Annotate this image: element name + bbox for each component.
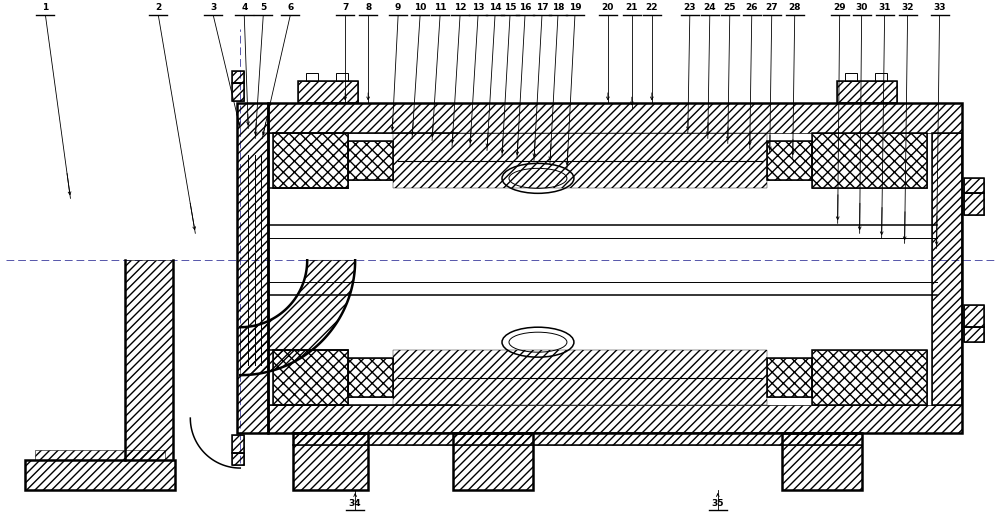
Bar bbox=[393, 350, 767, 405]
Text: 12: 12 bbox=[454, 3, 466, 11]
Text: 17: 17 bbox=[536, 3, 548, 11]
Text: 16: 16 bbox=[519, 3, 531, 11]
Bar bbox=[268, 104, 962, 433]
Bar bbox=[293, 433, 368, 490]
Text: 28: 28 bbox=[788, 3, 801, 11]
Bar bbox=[273, 350, 348, 405]
Bar bbox=[348, 358, 393, 397]
Bar bbox=[232, 83, 244, 102]
Bar bbox=[237, 104, 268, 433]
Bar bbox=[837, 81, 897, 104]
Text: 23: 23 bbox=[684, 3, 696, 11]
Text: 33: 33 bbox=[933, 3, 946, 11]
Text: 4: 4 bbox=[241, 3, 247, 11]
Bar bbox=[964, 193, 984, 215]
Text: 22: 22 bbox=[646, 3, 658, 11]
Text: 20: 20 bbox=[602, 3, 614, 11]
Bar bbox=[875, 74, 887, 81]
Bar bbox=[348, 141, 393, 180]
Bar bbox=[232, 453, 244, 465]
Text: 19: 19 bbox=[569, 3, 581, 11]
Text: 25: 25 bbox=[724, 3, 736, 11]
Text: 10: 10 bbox=[414, 3, 426, 11]
Bar bbox=[964, 305, 984, 327]
Bar bbox=[293, 433, 368, 490]
Text: 31: 31 bbox=[878, 3, 891, 11]
Text: 5: 5 bbox=[260, 3, 266, 11]
Bar bbox=[845, 74, 857, 81]
Bar bbox=[964, 327, 984, 342]
Bar bbox=[232, 453, 244, 465]
Bar bbox=[348, 358, 393, 397]
Bar bbox=[25, 460, 175, 490]
Text: 6: 6 bbox=[287, 3, 293, 11]
Bar bbox=[348, 141, 393, 180]
Bar bbox=[268, 104, 962, 134]
Bar bbox=[453, 433, 533, 490]
Bar bbox=[782, 433, 862, 490]
Text: 35: 35 bbox=[712, 499, 724, 508]
Bar bbox=[782, 433, 862, 490]
Text: 1: 1 bbox=[42, 3, 49, 11]
Bar bbox=[767, 358, 812, 397]
Text: 32: 32 bbox=[901, 3, 914, 11]
Text: 14: 14 bbox=[489, 3, 501, 11]
Bar bbox=[964, 193, 984, 215]
Text: 27: 27 bbox=[765, 3, 778, 11]
Bar bbox=[232, 435, 244, 453]
Bar bbox=[232, 71, 244, 83]
Bar bbox=[767, 141, 812, 180]
Bar bbox=[932, 134, 962, 405]
Text: 24: 24 bbox=[703, 3, 716, 11]
Text: 11: 11 bbox=[434, 3, 446, 11]
Bar bbox=[232, 435, 244, 453]
Bar bbox=[273, 350, 348, 405]
Bar bbox=[932, 134, 962, 405]
Bar bbox=[812, 350, 927, 405]
Bar bbox=[35, 450, 165, 460]
Bar bbox=[812, 134, 927, 189]
Bar bbox=[964, 305, 984, 327]
Bar bbox=[25, 460, 175, 490]
Bar bbox=[293, 433, 862, 445]
Bar bbox=[232, 71, 244, 83]
Text: 15: 15 bbox=[504, 3, 516, 11]
Text: 2: 2 bbox=[155, 3, 161, 11]
Text: 9: 9 bbox=[395, 3, 401, 11]
Bar bbox=[767, 358, 812, 397]
Text: 3: 3 bbox=[210, 3, 216, 11]
Bar bbox=[393, 134, 767, 189]
Text: 13: 13 bbox=[472, 3, 484, 11]
Text: 8: 8 bbox=[365, 3, 371, 11]
Text: 7: 7 bbox=[342, 3, 348, 11]
Bar bbox=[232, 83, 244, 102]
Text: 21: 21 bbox=[626, 3, 638, 11]
Text: 34: 34 bbox=[349, 499, 361, 508]
Bar bbox=[298, 81, 358, 104]
Bar bbox=[964, 178, 984, 193]
Text: 26: 26 bbox=[745, 3, 758, 11]
Bar bbox=[273, 134, 348, 189]
Bar bbox=[453, 433, 533, 490]
Bar bbox=[298, 81, 358, 104]
Bar bbox=[837, 81, 897, 104]
Bar bbox=[767, 141, 812, 180]
Bar bbox=[306, 74, 318, 81]
Text: 30: 30 bbox=[855, 3, 868, 11]
Bar bbox=[812, 134, 927, 189]
Bar bbox=[237, 104, 268, 433]
Text: 18: 18 bbox=[552, 3, 564, 11]
Text: 29: 29 bbox=[833, 3, 846, 11]
Bar bbox=[964, 327, 984, 342]
Bar bbox=[125, 260, 173, 460]
Bar bbox=[268, 405, 962, 433]
Bar bbox=[964, 178, 984, 193]
Bar bbox=[273, 134, 348, 189]
Bar bbox=[812, 350, 927, 405]
Bar bbox=[336, 74, 348, 81]
